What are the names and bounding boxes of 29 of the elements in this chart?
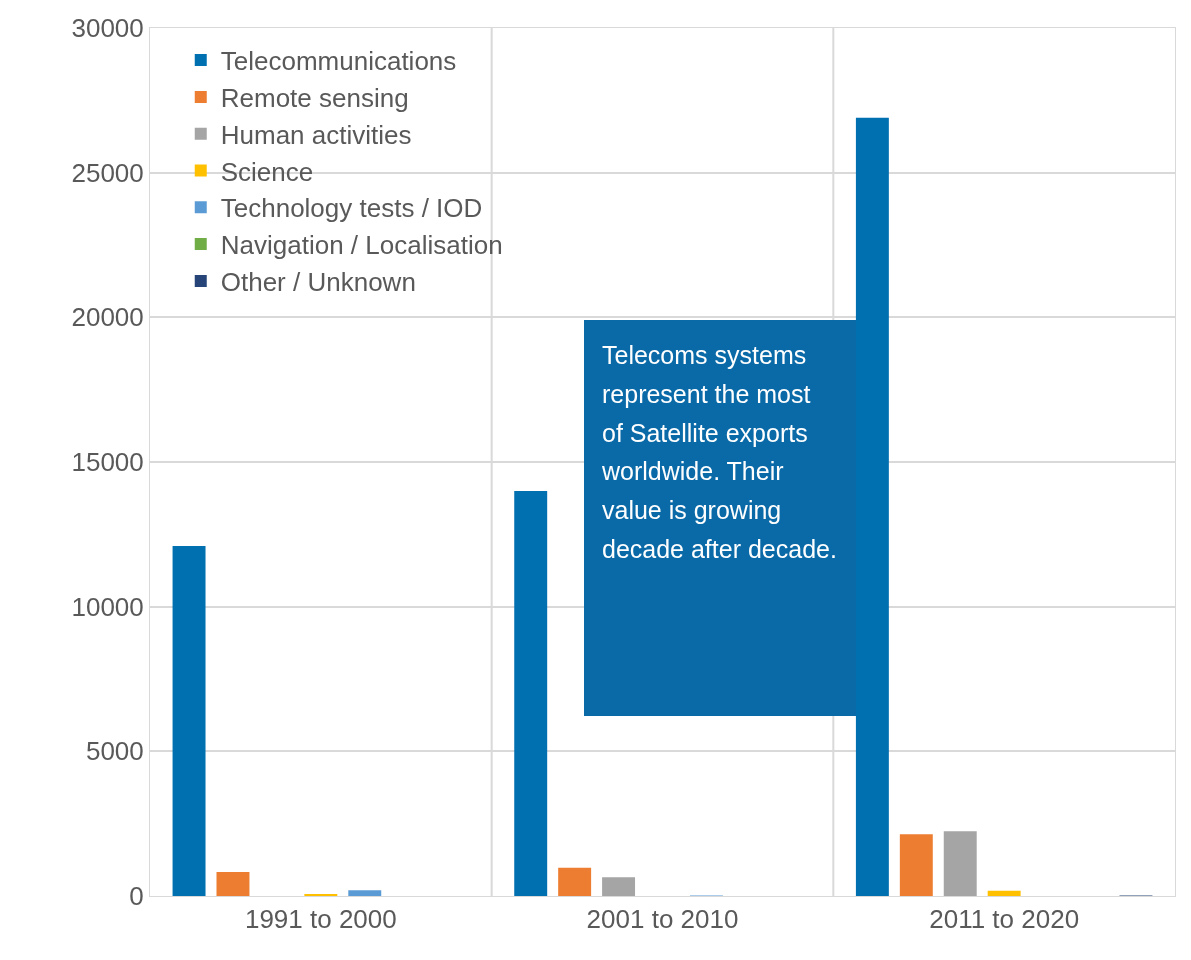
bar [602, 877, 636, 896]
bar [304, 893, 338, 896]
callout-box: Telecoms systems represent the most of Satellite exports worldwide. Their value is growing decade after decade. [584, 320, 856, 716]
bar [514, 490, 548, 896]
bar [899, 834, 933, 896]
legend-label: Navigation / Localisation [220, 230, 503, 261]
y-tick-label: 5000 [85, 736, 144, 767]
bar [943, 831, 977, 896]
bar [172, 545, 206, 896]
y-tick-label: 15000 [71, 447, 144, 478]
legend-label: Science [220, 156, 314, 187]
bar [558, 867, 592, 896]
legend-label: Other / Unknown [220, 267, 416, 298]
legend-label: Telecommunications [220, 46, 457, 77]
y-tick-label: 30000 [71, 13, 144, 44]
bar [348, 890, 382, 896]
y-tick-label: 0 [129, 881, 144, 912]
legend-label: Technology tests / IOD [220, 193, 483, 224]
legend-label: Remote sensing [220, 83, 409, 114]
legend-label: Human activities [220, 119, 412, 150]
bar [855, 117, 889, 896]
x-tick-label: 2001 to 2010 [586, 904, 739, 935]
x-tick-label: 2011 to 2020 [929, 904, 1080, 935]
y-tick-label: 10000 [71, 591, 144, 622]
bar [216, 871, 250, 896]
x-tick-label: 1991 to 2000 [244, 904, 397, 935]
y-tick-label: 20000 [71, 302, 144, 333]
bar [987, 890, 1021, 896]
y-tick-label: 25000 [71, 157, 144, 188]
